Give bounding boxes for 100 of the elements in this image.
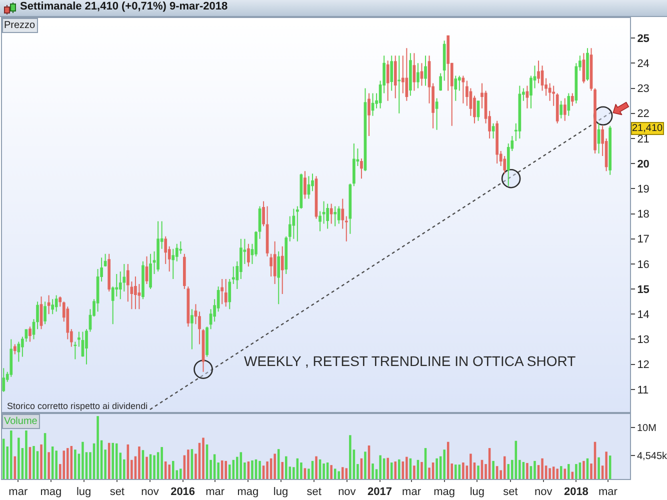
y-tick-label: 20: [637, 158, 650, 170]
candlestick: [442, 40, 446, 82]
y-tick-label: 23: [637, 83, 650, 96]
bar: [436, 458, 438, 479]
x-tick-label: lug: [76, 486, 92, 498]
candlestick: [266, 206, 269, 257]
bar: [349, 435, 352, 479]
bar: [115, 443, 118, 479]
x-tick-label: mar: [598, 486, 618, 498]
bar: [322, 464, 325, 479]
bar: [406, 456, 408, 479]
x-tick-label: mar: [402, 486, 422, 498]
candlestick: [156, 220, 160, 272]
candlestick: [104, 253, 107, 267]
candlestick: [326, 203, 329, 230]
x-tick-label: mag: [237, 486, 259, 498]
bar: [304, 468, 306, 479]
bar: [138, 446, 140, 479]
candlestick: [496, 120, 498, 164]
annotation: Storico corretto rispetto ai dividendi: [7, 401, 148, 411]
candlestick: [85, 328, 88, 365]
candlestick: [186, 286, 190, 328]
bar: [274, 454, 276, 479]
x-tick-label: nov: [534, 486, 553, 498]
candlestick: [51, 298, 54, 315]
bar: [398, 459, 400, 479]
annotation: WEEKLY , RETEST TRENDLINE IN OTTICA SHORT: [244, 353, 576, 369]
bar: [96, 416, 99, 479]
candlestick: [563, 98, 566, 122]
bar: [251, 460, 254, 479]
candlestick: [224, 278, 228, 308]
point: [501, 168, 521, 188]
bar: [66, 448, 69, 479]
bar: [187, 450, 190, 479]
candlestick: [228, 278, 232, 310]
bar: [420, 462, 423, 479]
candlestick: [28, 326, 32, 342]
candlestick: [344, 216, 348, 242]
candlestick: [435, 98, 438, 130]
bar: [180, 468, 182, 479]
candlestick: [608, 125, 612, 176]
bar: [160, 447, 163, 479]
bar: [334, 468, 336, 479]
candlestick: [454, 75, 458, 102]
candlestick: [149, 253, 152, 290]
candlestick: [108, 253, 111, 292]
bar: [605, 452, 608, 479]
x-tick-label: lug: [470, 486, 485, 498]
y-tick-label: 24: [637, 58, 650, 70]
bar: [541, 458, 544, 479]
candlestick: [386, 60, 390, 102]
bar: [564, 468, 566, 479]
bar: [454, 464, 457, 479]
bar: [372, 464, 374, 479]
y-tick-label: 12: [637, 359, 650, 372]
bar: [32, 446, 35, 479]
bar: [575, 464, 578, 479]
y-tick-label: 13: [637, 334, 650, 346]
candlestick: [247, 243, 250, 267]
x-tick-label: mar: [8, 486, 28, 498]
bar: [10, 430, 12, 479]
y-tick-label: 21: [637, 133, 650, 146]
candlestick: [398, 55, 401, 114]
candlestick: [412, 52, 416, 92]
candlestick: [292, 208, 296, 240]
candlestick: [134, 276, 137, 310]
bar: [74, 450, 76, 479]
bar: [560, 466, 562, 479]
candlestick: [13, 344, 16, 355]
candlestick: [318, 210, 322, 232]
candlestick: [518, 85, 522, 139]
bar: [224, 460, 227, 479]
bar: [112, 442, 114, 479]
candlestick: [262, 200, 265, 227]
bar: [266, 461, 268, 479]
bar: [18, 438, 20, 479]
x-tick-label: 2016: [170, 486, 196, 498]
bar: [386, 458, 389, 479]
x-tick-label: mar: [206, 486, 225, 498]
candlestick: [273, 240, 276, 285]
candlestick: [416, 62, 420, 89]
bar: [146, 456, 148, 479]
bar: [462, 462, 464, 479]
candlestick: [409, 52, 412, 96]
x-tick-label: mag: [434, 486, 456, 498]
bar: [40, 444, 42, 479]
candlestick: [556, 92, 559, 124]
y-tick-label: 18: [637, 208, 650, 221]
candlestick: [405, 48, 408, 102]
bar: [172, 460, 174, 479]
y-tick-label: 22: [637, 108, 650, 120]
candlestick: [40, 296, 43, 330]
bar: [477, 466, 480, 479]
candlestick: [368, 92, 370, 136]
bar: [330, 465, 332, 479]
candlestick: [597, 122, 600, 154]
bar: [443, 450, 446, 479]
candlestick: [424, 55, 427, 86]
candlestick: [304, 170, 306, 200]
bar: [168, 464, 170, 479]
